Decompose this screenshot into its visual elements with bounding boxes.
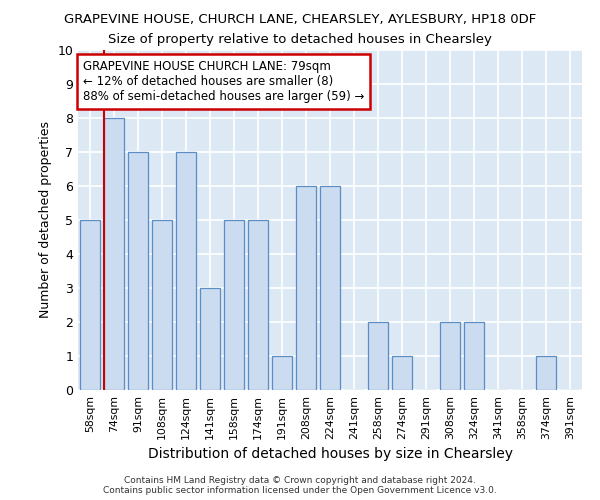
- Y-axis label: Number of detached properties: Number of detached properties: [39, 122, 52, 318]
- Bar: [272, 356, 292, 390]
- Bar: [200, 288, 220, 390]
- Bar: [176, 152, 196, 390]
- Text: GRAPEVINE HOUSE CHURCH LANE: 79sqm
← 12% of detached houses are smaller (8)
88% : GRAPEVINE HOUSE CHURCH LANE: 79sqm ← 12%…: [83, 60, 364, 103]
- Bar: [248, 220, 268, 390]
- Bar: [128, 152, 148, 390]
- Bar: [536, 356, 556, 390]
- Text: Contains HM Land Registry data © Crown copyright and database right 2024.
Contai: Contains HM Land Registry data © Crown c…: [103, 476, 497, 495]
- Bar: [296, 186, 316, 390]
- Bar: [320, 186, 340, 390]
- Bar: [224, 220, 244, 390]
- Bar: [440, 322, 460, 390]
- Bar: [368, 322, 388, 390]
- Bar: [80, 220, 100, 390]
- Bar: [152, 220, 172, 390]
- Text: GRAPEVINE HOUSE, CHURCH LANE, CHEARSLEY, AYLESBURY, HP18 0DF: GRAPEVINE HOUSE, CHURCH LANE, CHEARSLEY,…: [64, 12, 536, 26]
- X-axis label: Distribution of detached houses by size in Chearsley: Distribution of detached houses by size …: [148, 447, 512, 461]
- Bar: [392, 356, 412, 390]
- Text: Size of property relative to detached houses in Chearsley: Size of property relative to detached ho…: [108, 32, 492, 46]
- Bar: [104, 118, 124, 390]
- Bar: [464, 322, 484, 390]
